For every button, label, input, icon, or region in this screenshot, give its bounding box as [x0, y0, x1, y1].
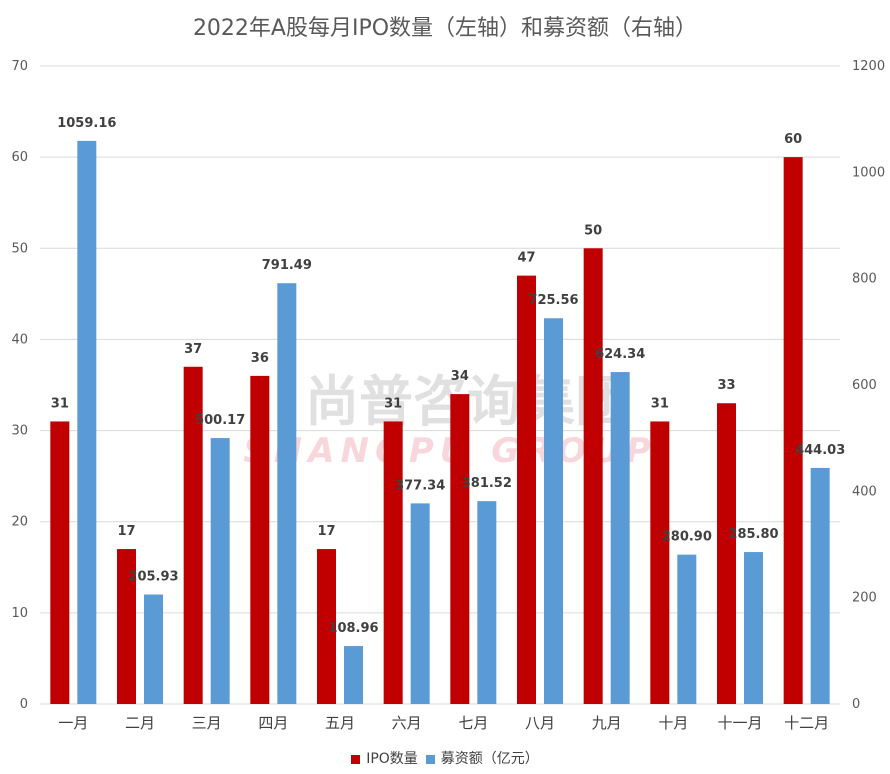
bar-ipo-count	[383, 421, 403, 704]
data-label-ipo-count: 37	[184, 342, 202, 357]
y-left-tick-label: 60	[11, 150, 28, 165]
data-label-ipo-count: 47	[517, 251, 535, 266]
y-right-tick-label: 1000	[852, 165, 885, 180]
bar-raised-amount	[744, 552, 763, 704]
x-tick-label: 九月	[592, 714, 622, 732]
legend-label: 募资额（亿元）	[440, 751, 539, 767]
data-label-ipo-count: 17	[317, 524, 335, 539]
bar-ipo-count	[717, 403, 736, 704]
bar-ipo-count	[250, 375, 270, 704]
bar-raised-amount	[77, 140, 97, 704]
x-tick-label: 十月	[658, 714, 688, 732]
y-right-tick-label: 0	[852, 697, 860, 712]
y-right-tick-label: 800	[852, 272, 877, 287]
data-label-raised-amount: 108.96	[328, 621, 378, 636]
data-label-ipo-count: 31	[51, 396, 69, 411]
legend: IPO数量 募资额（亿元）	[0, 748, 890, 768]
bar-raised-amount	[477, 501, 497, 704]
bar-raised-amount	[810, 467, 830, 704]
data-label-raised-amount: 1059.16	[57, 116, 116, 131]
bar-raised-amount	[410, 503, 430, 704]
data-label-raised-amount: 381.52	[462, 476, 512, 491]
data-label-raised-amount: 205.93	[128, 570, 178, 585]
y-left-tick-label: 50	[11, 241, 28, 256]
x-tick-label: 四月	[258, 714, 288, 732]
data-label-raised-amount: 377.34	[395, 478, 445, 493]
data-label-ipo-count: 36	[251, 351, 269, 366]
data-label-raised-amount: 444.03	[795, 443, 845, 458]
y-right-tick-label: 1200	[852, 59, 885, 74]
legend-swatch	[425, 754, 435, 764]
legend-item: 募资额（亿元）	[425, 748, 539, 768]
data-label-ipo-count: 31	[651, 396, 669, 411]
bar-ipo-count	[650, 421, 670, 704]
data-label-raised-amount: 725.56	[528, 293, 578, 308]
x-tick-label: 十一月	[717, 714, 762, 732]
bar-ipo-count	[450, 394, 470, 704]
data-label-ipo-count: 33	[717, 378, 735, 393]
data-label-ipo-count: 34	[451, 369, 469, 384]
y-right-tick-label: 200	[852, 591, 877, 606]
bar-ipo-count	[517, 275, 536, 704]
bar-raised-amount	[544, 318, 563, 704]
x-tick-label: 七月	[458, 714, 488, 732]
bar-raised-amount	[344, 646, 363, 704]
bar-ipo-count	[317, 549, 336, 704]
bar-ipo-count	[50, 421, 70, 704]
legend-swatch	[351, 754, 361, 764]
legend-item: IPO数量	[351, 748, 418, 768]
watermark-en: SHANGPU GROUP	[243, 431, 657, 471]
axes: 0 10 20 30 40 50 60 70 0 200 400 600 800 1000 1200 一月 二月…	[11, 59, 885, 732]
bar-ipo-count	[783, 157, 803, 705]
data-label-ipo-count: 17	[117, 524, 135, 539]
x-tick-label: 五月	[325, 714, 355, 732]
bar-raised-amount	[610, 372, 630, 704]
y-left-tick-label: 70	[11, 59, 28, 74]
legend-label: IPO数量	[366, 751, 418, 767]
x-tick-label: 六月	[392, 714, 422, 732]
data-label-ipo-count: 50	[584, 223, 602, 238]
data-label-ipo-count: 31	[384, 396, 402, 411]
bar-raised-amount	[144, 594, 163, 704]
data-label-ipo-count: 60	[784, 132, 802, 147]
data-label-raised-amount: 624.34	[595, 347, 645, 362]
data-labels: 31 1059.16 17 205.93 37 500.17 36 791.49 17 108.9…	[51, 116, 845, 636]
gridlines	[40, 65, 840, 705]
bar-ipo-count	[583, 248, 603, 705]
x-tick-label: 二月	[125, 714, 155, 732]
x-tick-label: 八月	[525, 714, 555, 732]
data-label-raised-amount: 791.49	[262, 258, 312, 273]
x-tick-label: 十二月	[784, 714, 829, 732]
y-left-tick-label: 30	[11, 424, 28, 439]
bar-ipo-count	[117, 549, 136, 704]
chart-title: 2022年A股每月IPO数量（左轴）和募资额（右轴）	[192, 16, 698, 41]
data-label-raised-amount: 500.17	[195, 413, 245, 428]
bars	[50, 140, 830, 705]
data-label-raised-amount: 280.90	[662, 530, 712, 545]
y-left-tick-label: 10	[11, 606, 28, 621]
y-left-tick-label: 40	[11, 332, 28, 347]
bar-raised-amount	[210, 438, 230, 704]
chart-plot: 尚普咨询集团 SHANGPU GROUP 311059.1617205.9337…	[11, 59, 885, 732]
y-left-tick-label: 20	[11, 515, 28, 530]
data-label-raised-amount: 285.80	[728, 527, 778, 542]
x-tick-label: 三月	[192, 714, 222, 732]
bar-ipo-count	[183, 366, 203, 704]
bar-raised-amount	[677, 554, 697, 704]
y-right-tick-label: 400	[852, 484, 877, 499]
x-tick-label: 一月	[58, 714, 88, 732]
bar-raised-amount	[277, 283, 297, 704]
y-left-tick-label: 0	[20, 697, 28, 712]
y-right-tick-label: 600	[852, 378, 877, 393]
